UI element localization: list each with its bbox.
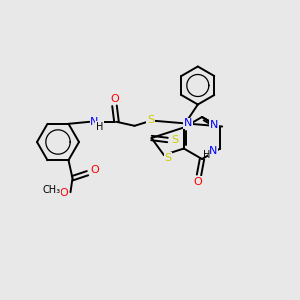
Text: CH₃: CH₃ bbox=[42, 185, 61, 195]
Text: O: O bbox=[90, 165, 99, 175]
Text: S: S bbox=[171, 135, 178, 145]
Text: H: H bbox=[203, 149, 211, 160]
Text: H: H bbox=[96, 122, 103, 132]
Text: N: N bbox=[210, 119, 218, 130]
Text: O: O bbox=[194, 177, 202, 187]
Text: N: N bbox=[209, 146, 218, 155]
Text: O: O bbox=[59, 188, 68, 198]
Text: N: N bbox=[90, 117, 99, 127]
Text: N: N bbox=[184, 118, 192, 128]
Text: O: O bbox=[110, 94, 119, 104]
Text: S: S bbox=[164, 153, 171, 163]
Text: S: S bbox=[147, 115, 154, 125]
